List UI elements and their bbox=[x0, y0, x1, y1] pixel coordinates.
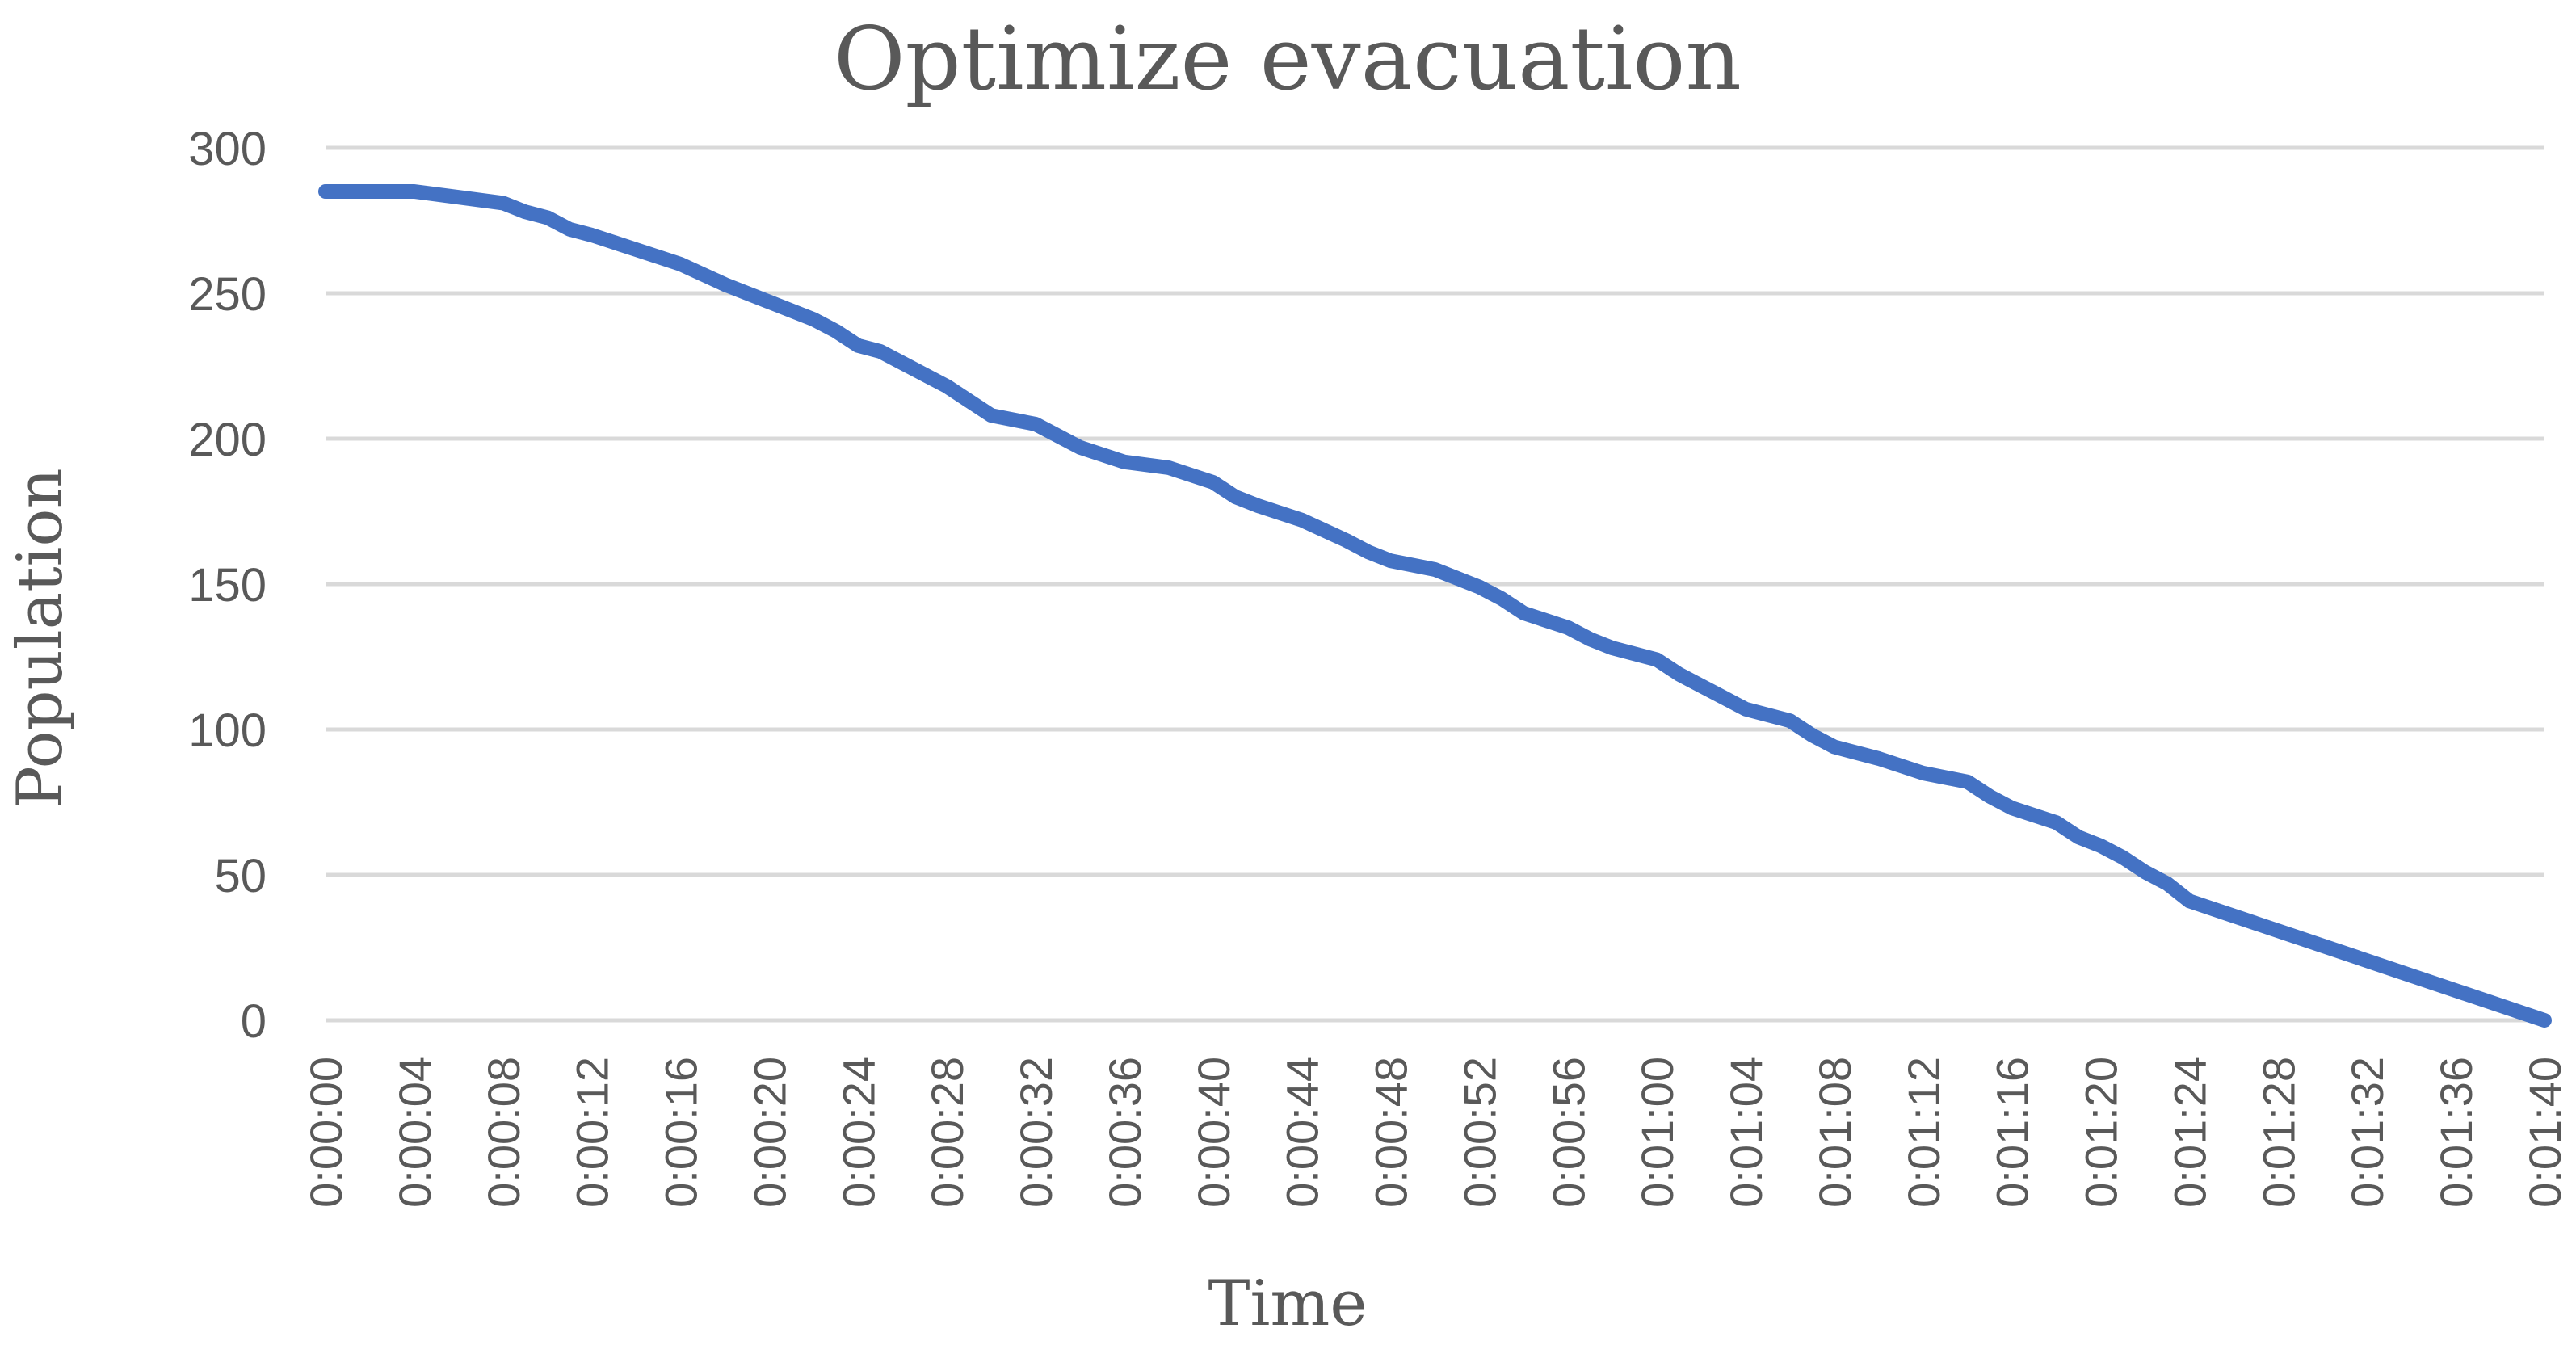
x-tick-label: 0:01:28 bbox=[2253, 1057, 2304, 1208]
series-layer bbox=[318, 184, 2552, 1028]
y-tick-label: 0 bbox=[241, 995, 267, 1048]
y-tick-label: 200 bbox=[188, 414, 267, 466]
x-tick-label: 0:00:16 bbox=[656, 1057, 707, 1208]
x-tick-label: 0:00:56 bbox=[1543, 1057, 1594, 1208]
y-tick-label: 300 bbox=[188, 123, 267, 175]
gridlines bbox=[326, 145, 2544, 1023]
x-tick-label: 0:01:04 bbox=[1721, 1057, 1771, 1208]
x-tick-label: 0:00:20 bbox=[744, 1057, 795, 1208]
y-tick-label: 100 bbox=[188, 704, 267, 757]
x-tick-label: 0:01:40 bbox=[2519, 1057, 2570, 1208]
x-tick-label: 0:01:24 bbox=[2164, 1057, 2215, 1208]
x-tick-label: 0:00:44 bbox=[1277, 1057, 1328, 1208]
x-tick-label: 0:01:20 bbox=[2076, 1057, 2127, 1208]
y-tick-label: 150 bbox=[188, 559, 267, 612]
x-tick-label: 0:01:12 bbox=[1898, 1057, 1949, 1208]
x-tick-label: 0:01:16 bbox=[1987, 1057, 2038, 1208]
x-tick-label: 0:00:24 bbox=[833, 1057, 884, 1208]
x-tick-label: 0:00:08 bbox=[478, 1057, 529, 1208]
chart-title: Optimize evacuation bbox=[834, 9, 1742, 110]
y-tick-label: 50 bbox=[214, 850, 267, 902]
x-axis-ticks: 0:00:00 0:00:04 0:00:08 0:00:12 0:00:16 0:00:… bbox=[300, 1057, 2570, 1208]
x-tick-label: 0:00:32 bbox=[1011, 1057, 1061, 1208]
x-tick-label: 0:00:12 bbox=[567, 1057, 618, 1208]
y-axis-title: Population bbox=[4, 468, 77, 808]
y-axis-ticks: 0 50 100 150 200 250 300 bbox=[188, 123, 267, 1048]
x-tick-label: 0:01:08 bbox=[1809, 1057, 1860, 1208]
x-tick-label: 0:01:36 bbox=[2431, 1057, 2481, 1208]
x-axis-title: Time bbox=[1208, 1268, 1367, 1340]
x-tick-label: 0:00:28 bbox=[922, 1057, 973, 1208]
series-line-0 bbox=[318, 184, 2552, 1028]
x-tick-label: 0:00:04 bbox=[389, 1057, 440, 1208]
x-tick-label: 0:00:52 bbox=[1454, 1057, 1505, 1208]
x-tick-label: 0:00:36 bbox=[1099, 1057, 1150, 1208]
x-tick-label: 0:00:00 bbox=[300, 1057, 351, 1208]
x-tick-label: 0:00:48 bbox=[1366, 1057, 1417, 1208]
x-tick-label: 0:00:40 bbox=[1188, 1057, 1239, 1208]
x-tick-label: 0:01:32 bbox=[2342, 1057, 2393, 1208]
x-tick-label: 0:01:00 bbox=[1632, 1057, 1683, 1208]
y-tick-label: 250 bbox=[188, 268, 267, 321]
